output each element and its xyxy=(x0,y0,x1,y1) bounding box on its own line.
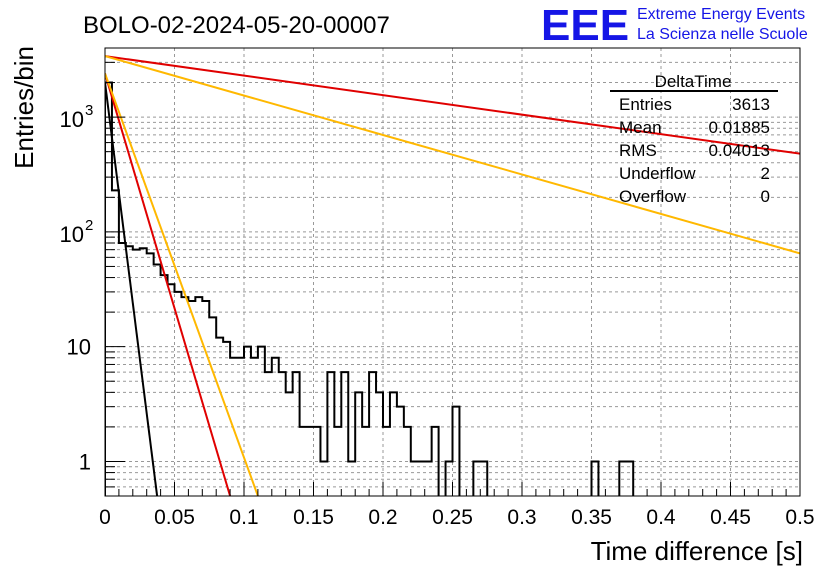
run-title: BOLO-02-2024-05-20-00007 xyxy=(83,12,390,39)
stats-label-underflow: Underflow xyxy=(619,164,696,183)
y-tick-exponent: 2 xyxy=(85,217,93,234)
histogram-steps xyxy=(105,81,635,496)
y-tick-label: 10 xyxy=(60,222,84,247)
eee-logo: EEE xyxy=(541,1,629,50)
y-axis-label: Entries/bin xyxy=(9,46,39,169)
x-tick-label: 0.4 xyxy=(646,506,676,529)
stats-label-mean: Mean xyxy=(619,118,662,137)
stats-label-entries: Entries xyxy=(619,95,672,114)
fit-line-5 xyxy=(105,55,800,255)
x-tick-label: 0.05 xyxy=(154,506,195,529)
y-tick-label: 10 xyxy=(60,107,84,132)
stats-label-overflow: Overflow xyxy=(619,187,687,206)
fit-line-3 xyxy=(105,73,259,496)
x-tick-label: 0 xyxy=(99,506,111,529)
x-tick-label: 0.45 xyxy=(710,506,751,529)
x-tick-label: 0.25 xyxy=(432,506,473,529)
x-tick-label: 0.3 xyxy=(507,506,536,529)
x-tick-label: 0.1 xyxy=(229,506,258,529)
x-tick-label: 0.15 xyxy=(293,506,334,529)
y-tick-label: 1 xyxy=(79,449,91,474)
stats-value-entries: 3613 xyxy=(732,95,770,114)
fit-line-2 xyxy=(105,73,232,496)
y-tick-exponent: 3 xyxy=(85,102,93,119)
y-tick-label: 10 xyxy=(67,335,91,360)
x-tick-label: 0.2 xyxy=(368,506,397,529)
stats-value-overflow: 0 xyxy=(761,187,770,206)
stats-value-rms: 0.04013 xyxy=(709,141,770,160)
project-name-line2: La Scienza nelle Scuole xyxy=(637,26,808,43)
x-axis-label: Time difference [s] xyxy=(591,536,803,566)
fit-line-4 xyxy=(105,55,800,155)
stats-box: DeltaTime Entries 3613 Mean 0.01885 RMS 0.040… xyxy=(610,72,778,206)
stats-value-underflow: 2 xyxy=(761,164,770,183)
stats-label-rms: RMS xyxy=(619,141,657,160)
stats-box-title: DeltaTime xyxy=(655,72,732,91)
histogram-bars xyxy=(105,81,635,496)
x-tick-label: 0.35 xyxy=(571,506,612,529)
project-name-line1: Extreme Energy Events xyxy=(637,6,805,23)
x-axis-ticks: 0 0.05 0.1 0.15 0.2 0.25 0.3 0.35 0.4 0.45 0.5 xyxy=(99,482,815,529)
stats-value-mean: 0.01885 xyxy=(709,118,770,137)
x-tick-label: 0.5 xyxy=(785,506,814,529)
